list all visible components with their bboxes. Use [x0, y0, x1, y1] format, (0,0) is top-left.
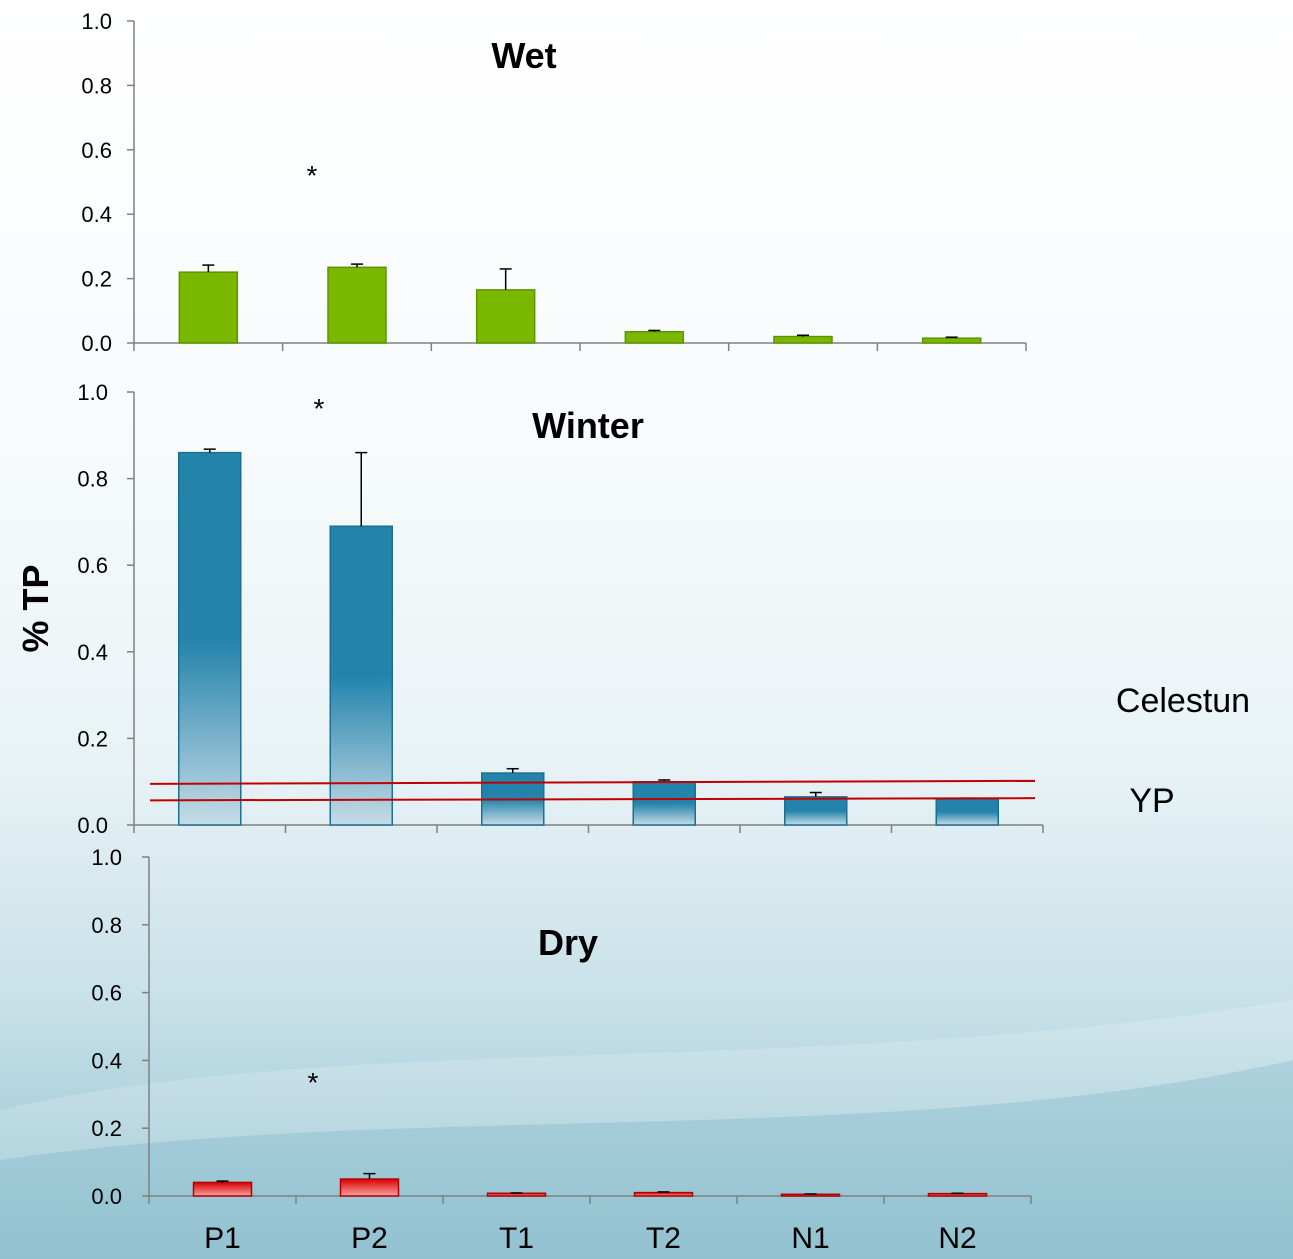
bar-p1 [192, 1181, 253, 1197]
significance-asterisk: * [314, 393, 325, 424]
y-tick-label: 0.8 [77, 467, 108, 492]
reference-label-celestun: Celestun [1116, 682, 1250, 720]
y-tick-label: 0.6 [91, 981, 122, 1006]
y-tick-label: 0.6 [81, 138, 112, 163]
significance-asterisk: * [307, 160, 318, 191]
y-axis-label: % TP [15, 564, 56, 652]
chart-panel-wet: 0.0 0.2 0.4 0.6 0.8 1.0 Wet * [81, 9, 1027, 356]
y-tick-label: 0.4 [81, 202, 112, 227]
y-tick-label: 0.2 [91, 1116, 122, 1141]
bar-p2 [339, 1178, 400, 1197]
bar-n2 [935, 798, 999, 826]
bar-p1 [178, 451, 242, 826]
y-tick-label: 1.0 [91, 845, 122, 870]
bar-p1 [178, 271, 239, 344]
x-tick-label: N2 [938, 1222, 976, 1255]
y-tick-label: 0.8 [91, 913, 122, 938]
y-tick-label: 1.0 [81, 9, 112, 34]
x-tick-label: P2 [351, 1222, 388, 1255]
x-tick-label: T2 [646, 1222, 681, 1255]
y-tick-label: 0.4 [91, 1048, 122, 1073]
y-tick-label: 0.6 [77, 553, 108, 578]
bar-t2 [633, 1191, 694, 1197]
bar-n1 [784, 796, 848, 826]
bar-t1 [475, 289, 536, 344]
bar-n1 [773, 335, 833, 344]
y-tick-label: 0.0 [77, 813, 108, 838]
y-tick-label: 0.0 [91, 1184, 122, 1209]
bar-p2 [327, 266, 387, 344]
panel-title: Wet [491, 35, 556, 76]
reference-line-yp [149, 797, 1036, 802]
panel-title: Winter [532, 405, 644, 446]
significance-asterisk: * [308, 1067, 319, 1098]
y-tick-label: 0.2 [81, 267, 112, 292]
y-tick-label: 0.2 [77, 726, 108, 751]
x-tick-label: P1 [204, 1222, 241, 1255]
x-tick-label: N1 [791, 1222, 829, 1255]
chart-panel-dry: 0.0 0.2 0.4 0.6 0.8 1.0 Dry * P1 P2 T1 T2 N1 N2 [91, 845, 1032, 1255]
panel-title: Dry [538, 922, 598, 963]
y-tick-label: 1.0 [77, 380, 108, 405]
reference-label-yp: YP [1129, 782, 1174, 820]
chart-panel-winter: 0.0 0.2 0.4 0.6 0.8 1.0 Winter * % TP Celestun YP [15, 380, 1250, 838]
bar-n2 [921, 337, 982, 344]
bar-t2 [632, 780, 696, 826]
y-tick-label: 0.4 [77, 640, 108, 665]
y-tick-label: 0.8 [81, 73, 112, 98]
x-tick-label: T1 [499, 1222, 534, 1255]
bar-t2 [624, 330, 685, 344]
reference-line-celestun [149, 779, 1036, 785]
y-tick-label: 0.0 [81, 331, 112, 356]
bar-p2 [329, 525, 393, 826]
